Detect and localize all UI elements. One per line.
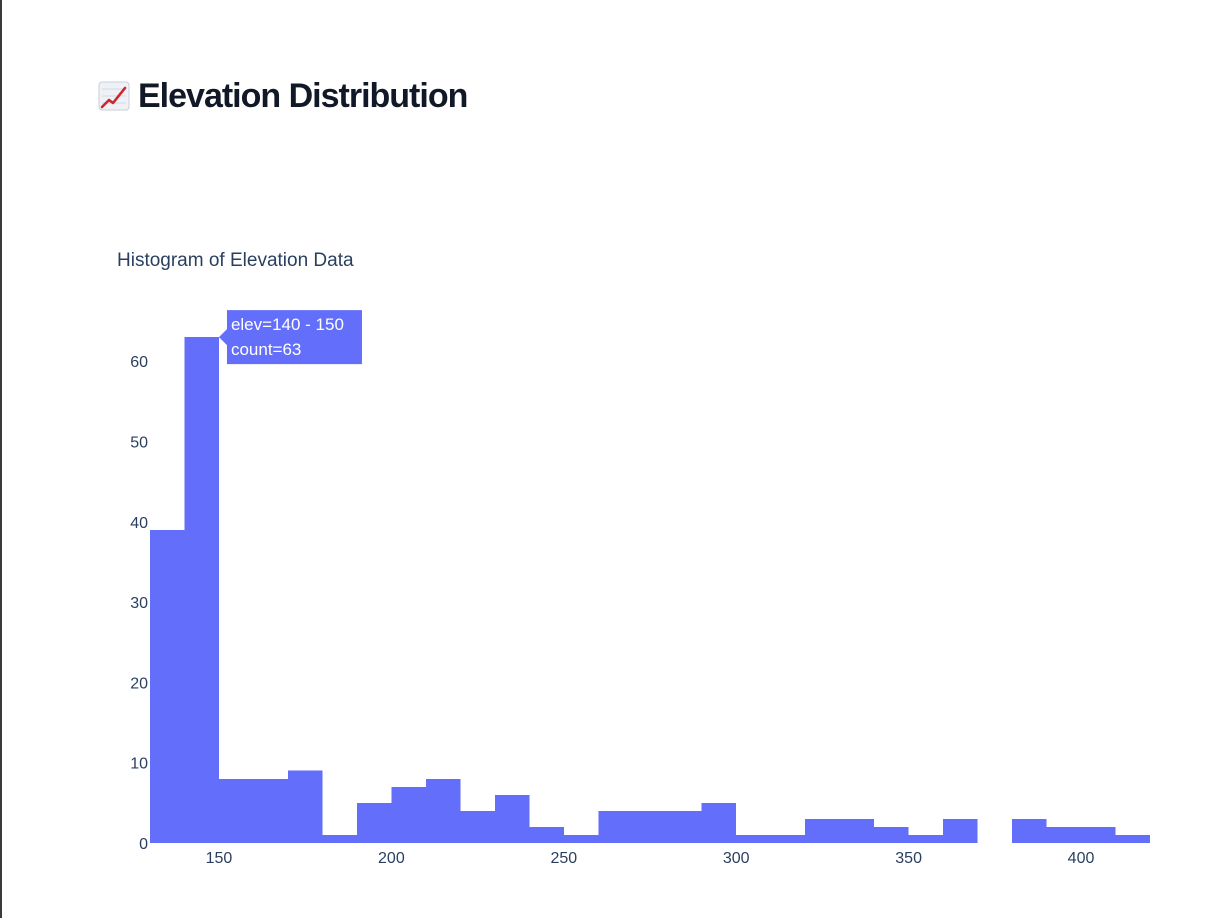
tooltip-line-1: elev=140 - 150 [231, 315, 344, 334]
y-tick-label: 50 [130, 434, 148, 451]
x-tick-label: 250 [550, 850, 577, 867]
chart-increasing-icon [98, 80, 130, 112]
histogram-bar[interactable] [150, 529, 185, 843]
bars-group [150, 337, 1150, 843]
histogram-bar[interactable] [1115, 834, 1150, 843]
histogram-bar[interactable] [632, 810, 668, 843]
histogram-bar[interactable] [805, 818, 840, 843]
histogram-bar[interactable] [529, 826, 564, 843]
histogram-bar[interactable] [1046, 826, 1082, 843]
histogram-bar[interactable] [322, 834, 357, 843]
histogram-bar[interactable] [287, 770, 323, 843]
histogram-bar[interactable] [839, 818, 875, 843]
histogram-bar[interactable] [460, 810, 495, 843]
y-tick-label: 40 [130, 515, 148, 532]
window-left-edge [0, 0, 2, 918]
x-tick-label: 200 [378, 850, 405, 867]
histogram-bar[interactable] [494, 794, 530, 843]
histogram-bar[interactable] [736, 834, 771, 843]
y-tick-label: 10 [130, 756, 148, 773]
tooltip-box [218, 310, 362, 365]
chart-title: Histogram of Elevation Data [117, 250, 354, 271]
y-tick-label: 30 [130, 595, 148, 612]
hover-tooltip: elev=140 - 150 count=63 [218, 310, 362, 365]
x-axis-ticks: 150 200 250 300 350 400 [206, 850, 1095, 867]
histogram-bar[interactable] [874, 826, 909, 843]
x-tick-label: 300 [723, 850, 750, 867]
y-tick-label: 0 [139, 836, 148, 853]
y-axis-ticks: 0 10 20 30 40 50 60 [130, 354, 148, 853]
y-tick-label: 60 [130, 354, 148, 371]
page-title: Elevation Distribution [138, 76, 468, 115]
histogram-bar[interactable] [563, 834, 599, 843]
histogram-bar[interactable] [1081, 826, 1116, 843]
histogram-bar[interactable] [667, 810, 702, 843]
y-tick-label: 20 [130, 675, 148, 692]
x-tick-label: 150 [206, 850, 233, 867]
x-tick-label: 350 [895, 850, 922, 867]
tooltip-line-2: count=63 [231, 340, 301, 359]
histogram-bar[interactable] [391, 786, 426, 843]
histogram-bar[interactable] [1012, 818, 1047, 843]
histogram-bar[interactable] [701, 802, 737, 843]
histogram-bar[interactable] [218, 778, 254, 843]
histogram-bar[interactable] [943, 818, 978, 843]
x-tick-label: 400 [1068, 850, 1095, 867]
histogram-bar[interactable] [425, 778, 461, 843]
histogram-bar[interactable] [253, 778, 288, 843]
histogram-bar[interactable] [356, 802, 392, 843]
histogram-bar[interactable] [184, 337, 219, 843]
histogram-bar[interactable] [770, 834, 806, 843]
page-header: Elevation Distribution [98, 74, 468, 118]
histogram-bar[interactable] [908, 834, 944, 843]
histogram-bar[interactable] [598, 810, 633, 843]
